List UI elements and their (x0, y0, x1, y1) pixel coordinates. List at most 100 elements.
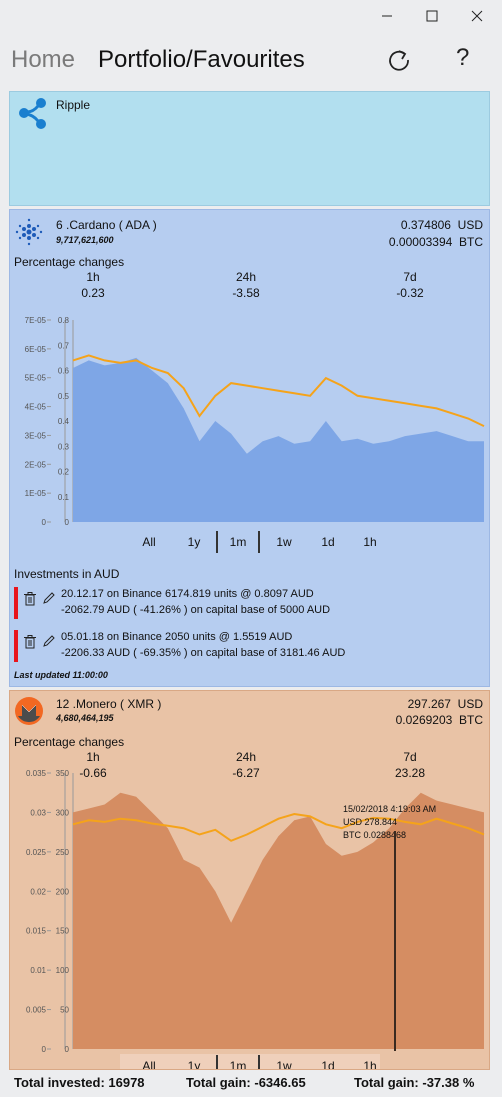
series-line (72, 812, 485, 842)
price-usd-unit: USD (457, 697, 483, 711)
help-button[interactable]: ? (456, 44, 470, 71)
cardano-logo-icon (14, 217, 44, 247)
monero-range-1h[interactable]: 1h (363, 1059, 377, 1070)
pct-value-1h: 0.23 (81, 286, 105, 300)
y-right-tick-label: 250 (56, 848, 70, 857)
cardano-range-selector: All 1y 1m 1w 1d 1h (120, 530, 380, 554)
delete-investment-button[interactable] (24, 635, 36, 649)
range-separator (258, 1055, 260, 1069)
window-titlebar (0, 0, 502, 34)
delete-investment-button[interactable] (24, 592, 36, 606)
investments-title: Investments in AUD (14, 567, 120, 581)
maximize-button[interactable] (417, 4, 447, 28)
total-invested: Total invested: 16978 (14, 1075, 145, 1090)
price-btc-unit: BTC (459, 235, 483, 249)
nav-home[interactable]: Home (11, 46, 76, 73)
y-right-tick-label: 0.4 (58, 417, 70, 426)
minimize-button[interactable] (372, 4, 402, 28)
y-left-tick-label: 1E-05 (25, 489, 47, 498)
range-separator (216, 1055, 218, 1069)
y-right-tick-label: 150 (56, 927, 70, 936)
pct-value-1h: -0.66 (79, 766, 107, 780)
price-usd-value: 0.374806 (400, 218, 451, 232)
cardano-range-all[interactable]: All (142, 535, 156, 549)
investment-line1: 20.12.17 on Binance 6174.819 units @ 0.8… (61, 588, 314, 600)
pct-value-7d: -0.32 (396, 286, 424, 300)
y-right-tick-label: 0.3 (58, 442, 70, 451)
pct-label-1h: 1h (86, 270, 100, 284)
cardano-range-1m[interactable]: 1m (229, 535, 247, 549)
coin-name: 6 .Cardano ( ADA ) (56, 218, 157, 232)
monero-range-1m[interactable]: 1m (229, 1059, 247, 1070)
minimize-icon (382, 15, 392, 17)
refresh-button[interactable] (385, 46, 413, 74)
last-updated: Last updated 11:00:00 (14, 670, 108, 680)
edit-investment-button[interactable] (42, 634, 56, 648)
monero-range-1d[interactable]: 1d (321, 1059, 335, 1070)
y-right-tick-label: 100 (56, 966, 70, 975)
price-usd-value: 297.267 (407, 697, 451, 711)
close-button[interactable] (462, 4, 492, 28)
pct-label-24h: 24h (235, 750, 257, 764)
price-usd: 0.374806 USD (323, 218, 483, 232)
trash-icon (24, 592, 36, 606)
price-usd-unit: USD (457, 218, 483, 232)
y-right-tick-label: 0.8 (58, 316, 70, 325)
coin-name: 12 .Monero ( XMR ) (56, 697, 162, 711)
investment-marker (14, 630, 18, 662)
page-title[interactable]: Portfolio/Favourites (98, 46, 305, 73)
investment-marker (14, 587, 18, 619)
tooltip-btc: BTC 0.0288468 (343, 830, 407, 840)
coin-name: Ripple (56, 98, 91, 112)
range-separator (216, 531, 218, 553)
y-left-tick-label: 5E-05 (25, 374, 47, 383)
y-left-tick-label: 2E-05 (25, 460, 47, 469)
monero-range-1y[interactable]: 1y (187, 1059, 201, 1070)
y-left-tick-label: 3E-05 (25, 431, 47, 440)
y-right-tick-label: 0.1 (58, 493, 70, 502)
cardano-range-1h[interactable]: 1h (363, 535, 377, 549)
price-btc-unit: BTC (459, 713, 483, 727)
monero-range-all[interactable]: All (142, 1059, 156, 1070)
pencil-icon (43, 592, 55, 604)
refresh-icon (389, 50, 409, 71)
range-separator (258, 531, 260, 553)
pct-changes-title: Percentage changes (14, 735, 125, 749)
coin-supply: 9,717,621,600 (56, 235, 114, 245)
monero-logo-icon (14, 696, 44, 726)
investment-line1: 05.01.18 on Binance 2050 units @ 1.5519 … (61, 631, 293, 643)
coin-card-cardano[interactable]: 6 .Cardano ( ADA ) 9,717,621,600 0.37480… (9, 209, 490, 687)
coin-card-ripple[interactable]: Ripple (9, 91, 490, 206)
monero-range-1w[interactable]: 1w (276, 1059, 292, 1070)
total-gain: Total gain: -6346.65 (186, 1075, 306, 1090)
ripple-logo-icon (16, 97, 48, 129)
monero-price-chart[interactable]: 0.035 0.03 0.025 0.02 0.015 0.01 0.005 0 350 300 2… (10, 769, 489, 1054)
coin-card-monero[interactable]: 12 .Monero ( XMR ) 4,680,464,195 297.267… (9, 690, 490, 1070)
monero-chart-svg: 0.035 0.03 0.025 0.02 0.015 0.01 0.005 0 350 300 2… (26, 769, 485, 1054)
pencil-icon (43, 635, 55, 647)
price-btc: 0.00003394 BTC (323, 235, 483, 249)
cardano-price-chart[interactable]: 7E-05 6E-05 5E-05 4E-05 3E-05 2E-05 1E-05 0 0.8 0… (10, 314, 491, 529)
app-header: Home Portfolio/Favourites ? (0, 34, 502, 90)
series-line (72, 354, 485, 428)
chart-crosshair (394, 831, 396, 1051)
price-btc-value: 0.00003394 (388, 235, 453, 249)
y-left-tick-label: 6E-05 (25, 345, 47, 354)
y-right-tick-label: 300 (56, 808, 70, 817)
pct-value-7d: 23.28 (394, 766, 426, 780)
pct-label-7d: 7d (403, 750, 417, 764)
cardano-range-1y[interactable]: 1y (187, 535, 201, 549)
y-left-tick-label: 0 (42, 1045, 47, 1054)
y-right-tick-label: 0.7 (58, 341, 70, 350)
cardano-range-1d[interactable]: 1d (321, 535, 335, 549)
cardano-range-1w[interactable]: 1w (276, 535, 292, 549)
price-usd: 297.267 USD (323, 697, 483, 711)
investment-line2: -2062.79 AUD ( -41.26% ) on capital base… (61, 604, 331, 616)
cardano-chart-svg: 7E-05 6E-05 5E-05 4E-05 3E-05 2E-05 1E-05 0 0.8 0… (25, 316, 485, 527)
close-icon (471, 10, 483, 22)
trash-icon (24, 635, 36, 649)
pct-label-7d: 7d (403, 270, 417, 284)
pct-value-24h: -3.58 (232, 286, 260, 300)
edit-investment-button[interactable] (42, 591, 56, 605)
y-right-tick-label: 200 (56, 887, 70, 896)
